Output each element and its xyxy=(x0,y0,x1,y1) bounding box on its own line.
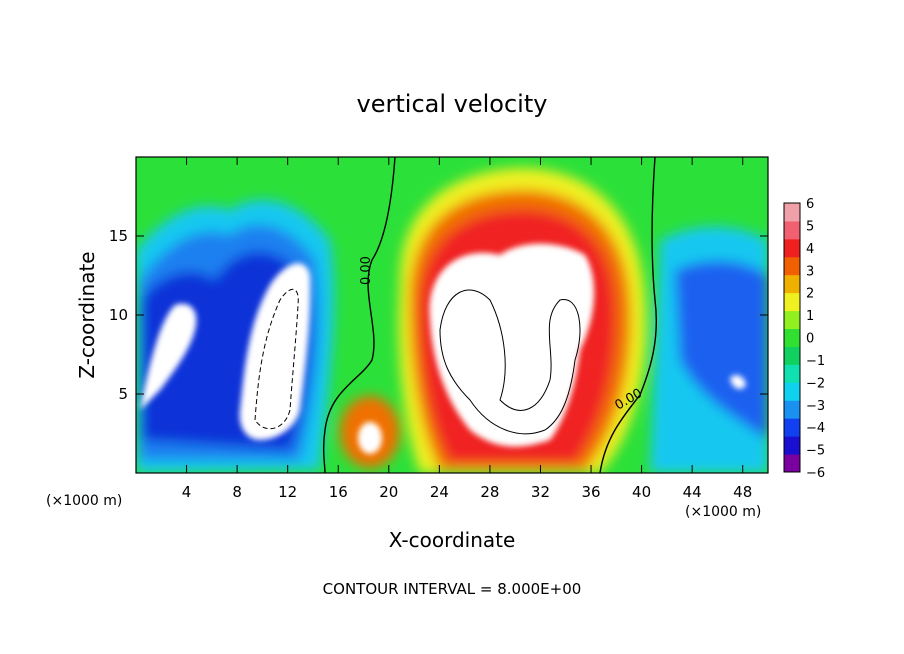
colorbar-segment xyxy=(784,256,800,276)
x-tick-label: 32 xyxy=(531,483,550,501)
colorbar-segment xyxy=(784,364,800,383)
updraft-contour-outer xyxy=(439,289,581,435)
colorbar-tick-label: −6 xyxy=(806,466,825,481)
x-axis-label: X-coordinate xyxy=(389,528,516,552)
x-tick-label: 16 xyxy=(329,483,348,501)
colorbar-segment xyxy=(784,400,800,419)
x-unit-right: (×1000 m) xyxy=(685,504,761,520)
x-tick-label: 48 xyxy=(733,483,752,501)
colorbar-segment xyxy=(784,203,800,222)
colorbar-frame xyxy=(783,202,801,473)
colorbar-tick-label: 3 xyxy=(806,264,814,279)
colorbar-tick-label: −4 xyxy=(806,421,825,436)
colorbar-segment xyxy=(784,382,800,401)
y-axis-label: Z-coordinate xyxy=(75,251,99,378)
x-tick-label: 24 xyxy=(430,483,449,501)
y-axis-ticks: 5 10 15 xyxy=(109,227,768,403)
x-tick-label: 8 xyxy=(232,483,242,501)
x-tick-label: 4 xyxy=(182,483,192,501)
y-tick-label: 15 xyxy=(109,227,128,245)
colorbar-tick-label: 4 xyxy=(806,242,814,257)
updraft-small-white xyxy=(358,422,382,454)
colorbar-tick-label: 6 xyxy=(806,197,814,212)
x-tick-label: 28 xyxy=(480,483,499,501)
colorbar-segment xyxy=(784,292,800,312)
chart-title: vertical velocity xyxy=(357,90,548,118)
x-unit-left: (×1000 m) xyxy=(46,493,122,509)
zero-contour-right xyxy=(599,157,658,473)
updraft-white xyxy=(429,243,595,447)
colorbar-segment xyxy=(784,346,800,365)
x-tick-label: 36 xyxy=(581,483,600,501)
colorbar-tick-label: 1 xyxy=(806,309,814,324)
velocity-field xyxy=(136,157,768,473)
downdraft-right-white xyxy=(730,375,746,390)
colorbar-tick-label: 2 xyxy=(806,287,814,302)
colorbar-segment xyxy=(784,238,800,258)
colorbar-tick-label: −2 xyxy=(806,376,825,391)
colorbar-segment xyxy=(784,310,800,330)
colorbar: 6 5 4 3 2 1 0 −1 −2 −3 −4 −5 −6 xyxy=(783,197,825,481)
colorbar-segment xyxy=(784,418,800,437)
x-tick-label: 20 xyxy=(379,483,398,501)
footer-note: CONTOUR INTERVAL = 8.000E+00 xyxy=(323,580,582,598)
y-tick-label: 5 xyxy=(118,385,128,403)
downdraft-contour-dashed xyxy=(254,288,299,430)
colorbar-segment xyxy=(784,454,800,473)
colorbar-segment xyxy=(784,436,800,455)
colorbar-tick-label: −5 xyxy=(806,444,825,459)
colorbar-segment xyxy=(784,328,800,347)
downdraft-left-white xyxy=(140,303,197,410)
downdraft-right-core xyxy=(675,260,768,440)
x-axis-ticks: 4 8 12 16 20 24 28 32 36 40 44 48 xyxy=(182,157,752,501)
colorbar-segment xyxy=(784,220,800,240)
zero-contour-left xyxy=(322,157,396,473)
y-tick-label: 10 xyxy=(109,306,128,324)
x-tick-label: 44 xyxy=(683,483,702,501)
colorbar-segment xyxy=(784,274,800,294)
x-tick-label: 12 xyxy=(278,483,297,501)
colorbar-tick-label: −3 xyxy=(806,399,825,414)
colorbar-tick-label: 0 xyxy=(806,332,814,347)
colorbar-tick-label: 5 xyxy=(806,219,814,234)
x-tick-label: 40 xyxy=(632,483,651,501)
colorbar-tick-label: −1 xyxy=(806,354,825,369)
contour-label-1: 0.00 xyxy=(359,256,374,285)
